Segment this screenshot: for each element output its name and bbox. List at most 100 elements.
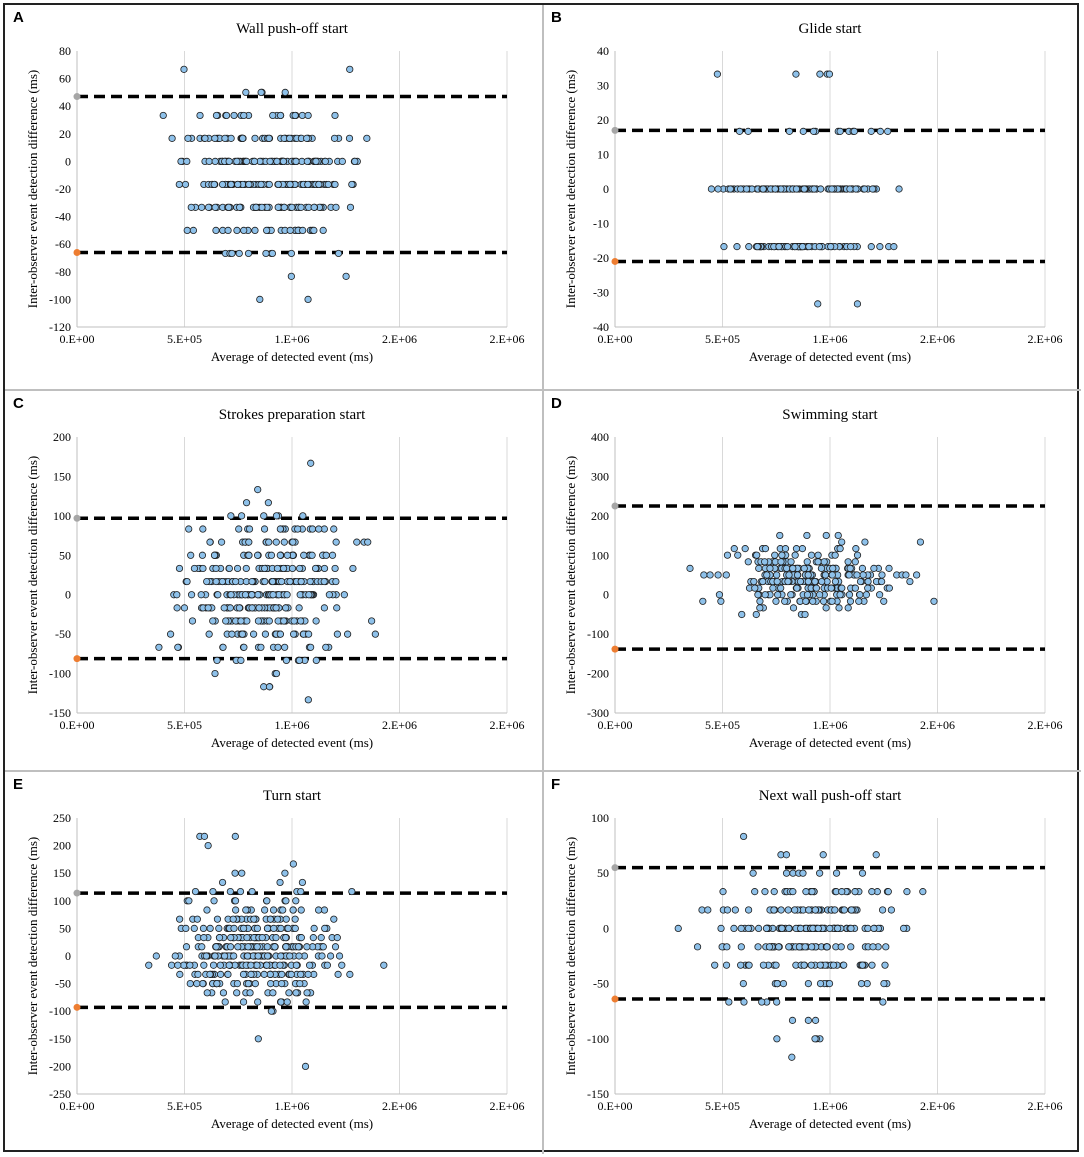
data-point bbox=[202, 952, 210, 960]
y-tick-label: 150 bbox=[53, 469, 71, 483]
data-point bbox=[281, 643, 289, 651]
data-point bbox=[212, 226, 220, 234]
data-point bbox=[276, 961, 284, 969]
chart-title: Glide start bbox=[799, 21, 863, 37]
data-point bbox=[819, 851, 827, 859]
data-point bbox=[785, 924, 793, 932]
data-point bbox=[902, 571, 910, 579]
data-point bbox=[723, 906, 732, 914]
data-point bbox=[735, 127, 744, 135]
data-point bbox=[763, 571, 771, 579]
data-point bbox=[304, 970, 312, 978]
data-point bbox=[797, 924, 805, 932]
data-point bbox=[230, 924, 238, 932]
data-point bbox=[380, 961, 388, 969]
data-point bbox=[803, 531, 811, 540]
data-point bbox=[263, 226, 271, 234]
data-point bbox=[852, 185, 860, 193]
data-point bbox=[799, 127, 807, 135]
data-point bbox=[331, 180, 339, 189]
y-axis-label: Inter-observer event detection differenc… bbox=[563, 837, 578, 1075]
y-tick-label: 40 bbox=[597, 44, 609, 58]
data-point bbox=[310, 226, 318, 234]
data-point bbox=[870, 924, 878, 932]
data-point bbox=[262, 249, 270, 258]
data-point bbox=[869, 943, 877, 951]
data-point bbox=[173, 604, 181, 612]
data-point bbox=[782, 869, 791, 877]
data-point bbox=[301, 1062, 310, 1070]
data-point bbox=[799, 869, 807, 877]
data-point bbox=[752, 610, 760, 619]
data-point bbox=[858, 564, 867, 572]
data-point bbox=[200, 961, 208, 969]
data-point bbox=[180, 961, 188, 969]
data-point bbox=[847, 243, 855, 251]
y-tick-label: 50 bbox=[59, 548, 71, 562]
data-point bbox=[913, 571, 921, 579]
data-point bbox=[761, 591, 769, 599]
data-point bbox=[296, 564, 304, 573]
data-point bbox=[245, 551, 253, 559]
data-point bbox=[283, 551, 292, 559]
data-point bbox=[288, 203, 296, 211]
data-point bbox=[244, 980, 252, 988]
y-tick-label: 50 bbox=[597, 866, 609, 880]
data-point bbox=[256, 295, 264, 303]
data-point bbox=[324, 180, 332, 189]
y-tick-label: -60 bbox=[55, 237, 71, 251]
data-point bbox=[287, 970, 295, 978]
data-point bbox=[762, 924, 771, 932]
data-point bbox=[303, 989, 311, 997]
y-tick-label: -100 bbox=[49, 667, 71, 681]
data-point bbox=[785, 571, 793, 579]
data-point bbox=[315, 180, 323, 189]
data-point bbox=[846, 185, 854, 193]
data-point bbox=[297, 970, 305, 978]
data-point bbox=[811, 906, 819, 914]
data-point bbox=[257, 180, 265, 189]
data-point bbox=[821, 571, 830, 579]
data-point bbox=[823, 943, 831, 951]
data-point bbox=[198, 551, 207, 559]
data-point bbox=[753, 551, 761, 559]
y-tick-label: -20 bbox=[593, 251, 609, 265]
data-point bbox=[745, 961, 753, 969]
y-tick-label: 0 bbox=[603, 921, 609, 935]
data-point bbox=[203, 577, 211, 586]
data-point bbox=[181, 180, 190, 189]
data-point bbox=[237, 656, 245, 665]
y-tick-label: -50 bbox=[593, 977, 609, 991]
data-point bbox=[276, 551, 284, 559]
data-point bbox=[209, 617, 217, 625]
data-point bbox=[219, 989, 228, 997]
x-tick-label: 5.E+05 bbox=[167, 1099, 202, 1113]
data-point bbox=[916, 538, 925, 546]
data-point bbox=[807, 551, 816, 559]
data-point bbox=[816, 869, 824, 877]
data-point bbox=[731, 906, 739, 914]
data-point bbox=[230, 111, 238, 120]
data-point bbox=[332, 538, 340, 546]
data-point bbox=[227, 180, 235, 189]
chart-title: Strokes preparation start bbox=[219, 407, 366, 423]
data-point bbox=[212, 943, 220, 951]
x-tick-label: 1.E+06 bbox=[274, 332, 309, 346]
data-point bbox=[238, 630, 247, 638]
data-point bbox=[211, 952, 219, 960]
data-point bbox=[237, 512, 246, 520]
data-point bbox=[282, 604, 290, 612]
y-tick-label: -20 bbox=[55, 182, 71, 196]
data-point bbox=[175, 180, 183, 189]
y-tick-label: -100 bbox=[587, 1032, 609, 1046]
y-tick-label: -10 bbox=[593, 217, 609, 231]
data-point bbox=[253, 943, 261, 951]
data-point bbox=[277, 924, 285, 932]
data-point bbox=[225, 203, 233, 211]
data-point bbox=[303, 134, 311, 142]
data-point bbox=[726, 185, 734, 193]
lower-limit-marker bbox=[611, 995, 619, 1003]
data-point bbox=[789, 604, 798, 612]
upper-limit-marker bbox=[611, 864, 619, 872]
data-point bbox=[713, 70, 721, 78]
